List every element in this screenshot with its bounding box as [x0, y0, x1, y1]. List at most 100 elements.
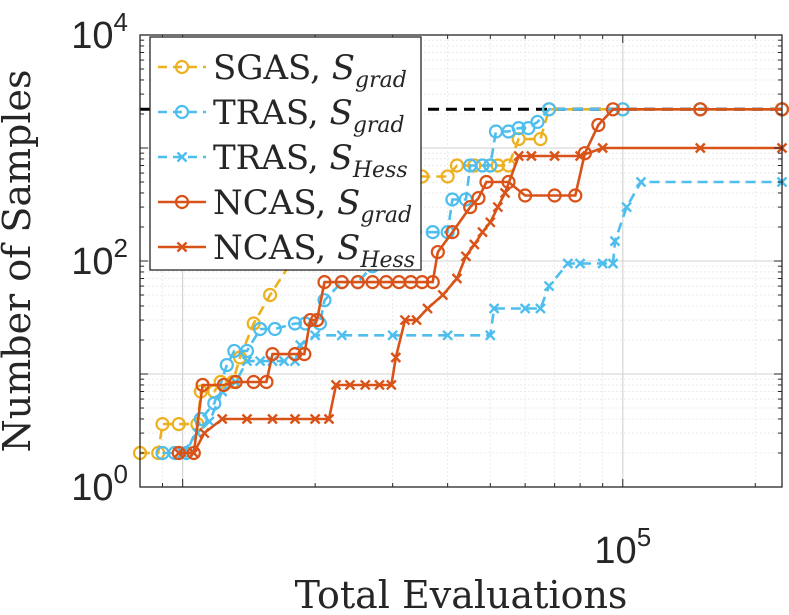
legend-label-ncas-grad: NCAS, Sgrad — [213, 183, 412, 228]
data-point-tras-hess — [519, 303, 531, 314]
data-point-tras-hess — [574, 258, 586, 269]
data-point-ncas-hess — [330, 379, 342, 391]
data-point-ncas-hess — [216, 413, 228, 425]
data-point-tras-hess — [387, 329, 399, 341]
data-point-tras-grad — [530, 114, 545, 130]
series-ncas-hess — [173, 142, 788, 459]
data-point-ncas-hess — [469, 239, 480, 250]
data-point-tras-hess — [309, 329, 321, 341]
data-point-ncas-hess — [574, 150, 586, 162]
data-point-ncas-hess — [309, 413, 321, 425]
data-point-ncas-grad — [265, 347, 280, 362]
data-point-ncas-hess — [267, 413, 278, 425]
data-point-ncas-hess — [390, 352, 402, 363]
y-tick-label: 104 — [71, 7, 128, 57]
data-point-tras-hess — [635, 176, 647, 188]
data-point-ncas-hess — [451, 273, 463, 284]
data-point-ncas-grad — [463, 199, 478, 215]
data-point-ncas-hess — [526, 150, 537, 162]
data-point-tras-grad — [541, 102, 557, 117]
x-axis-label: Total Evaluations — [295, 573, 628, 615]
data-point-ncas-hess — [499, 187, 511, 199]
data-point-tras-hess — [488, 303, 500, 314]
data-point-ncas-grad — [303, 312, 318, 328]
data-point-tras-hess — [254, 355, 266, 367]
data-point-tras-hess — [562, 258, 574, 269]
y-tick-label: 102 — [71, 233, 128, 283]
legend-label-sgas-grad: SGAS, Sgrad — [213, 48, 407, 93]
data-point-ncas-hess — [694, 142, 706, 154]
data-point-tras-grad — [239, 343, 255, 359]
data-point-ncas-grad — [415, 275, 430, 290]
data-point-ncas-grad — [693, 102, 708, 117]
data-point-ncas-grad — [518, 188, 533, 203]
x-tick-label: 105 — [594, 522, 651, 572]
data-point-sgas-grad — [171, 417, 186, 432]
data-point-tras-grad — [219, 357, 234, 373]
data-point-ncas-hess — [492, 201, 504, 213]
data-point-ncas-hess — [374, 379, 385, 391]
data-point-tras-grad — [445, 192, 460, 207]
data-point-sgas-grad — [440, 169, 455, 184]
data-point-ncas-grad — [605, 102, 621, 117]
data-point-ncas-grad — [568, 188, 583, 203]
data-point-tras-hess — [543, 280, 555, 292]
data-point-ncas-hess — [173, 447, 185, 459]
axis-ticks — [139, 35, 782, 488]
data-point-ncas-hess — [460, 250, 472, 262]
data-point-ncas-hess — [241, 413, 253, 425]
data-point-ncas-hess — [386, 379, 397, 391]
legend-label-tras-grad: TRAS, Sgrad — [213, 93, 405, 138]
data-point-ncas-grad — [365, 275, 380, 290]
data-point-ncas-hess — [597, 142, 608, 154]
data-point-tras-hess — [609, 235, 621, 247]
series-line-tras-hess — [181, 180, 782, 454]
data-point-tras-hess — [607, 258, 619, 269]
data-point-tras-hess — [336, 329, 348, 341]
data-point-tras-hess — [442, 329, 453, 341]
data-point-sgas-grad — [449, 158, 465, 173]
data-point-tras-grad — [475, 158, 490, 173]
data-point-ncas-hess — [289, 413, 301, 425]
data-point-ncas-hess — [422, 303, 433, 314]
data-point-ncas-grad — [309, 312, 325, 328]
data-point-sgas-grad — [155, 417, 170, 432]
data-point-tras-hess — [204, 416, 215, 427]
data-point-ncas-grad — [591, 117, 606, 133]
legend-marker-sgas-grad — [174, 59, 190, 75]
data-point-ncas-hess — [477, 226, 488, 238]
legend-label-tras-hess: TRAS, SHess — [213, 138, 408, 183]
data-point-ncas-hess — [513, 150, 525, 162]
data-point-sgas-grad — [490, 158, 505, 173]
data-point-tras-hess — [535, 303, 546, 314]
tick-labels: 100 102 104 105 — [71, 7, 651, 572]
data-point-ncas-hess — [411, 314, 422, 326]
data-point-tras-hess — [278, 355, 290, 367]
data-point-ncas-grad — [430, 244, 445, 260]
data-point-ncas-hess — [188, 447, 200, 459]
data-point-tras-grad — [253, 321, 268, 337]
data-point-ncas-grad — [350, 275, 365, 290]
series-layer — [132, 102, 789, 461]
data-point-ncas-hess — [323, 413, 335, 425]
data-point-ncas-grad — [287, 347, 303, 362]
data-point-tras-hess — [597, 258, 608, 269]
data-point-ncas-grad — [471, 191, 486, 206]
data-point-ncas-grad — [334, 275, 349, 290]
data-point-tras-hess — [241, 355, 253, 367]
data-point-tras-hess — [484, 329, 496, 341]
legend-marker-ncas-hess — [176, 241, 188, 253]
data-point-sgas-grad — [467, 158, 482, 173]
data-point-tras-grad — [267, 321, 282, 337]
y-axis-label: Number of Samples — [0, 69, 39, 452]
data-point-ncas-hess — [344, 379, 356, 391]
data-point-ncas-hess — [484, 216, 496, 228]
legend-marker-tras-hess — [176, 151, 188, 163]
data-point-ncas-grad — [479, 174, 494, 190]
data-point-ncas-grad — [445, 225, 460, 240]
data-point-ncas-grad — [297, 347, 312, 362]
data-point-ncas-hess — [549, 150, 560, 162]
data-point-ncas-grad — [259, 374, 274, 390]
